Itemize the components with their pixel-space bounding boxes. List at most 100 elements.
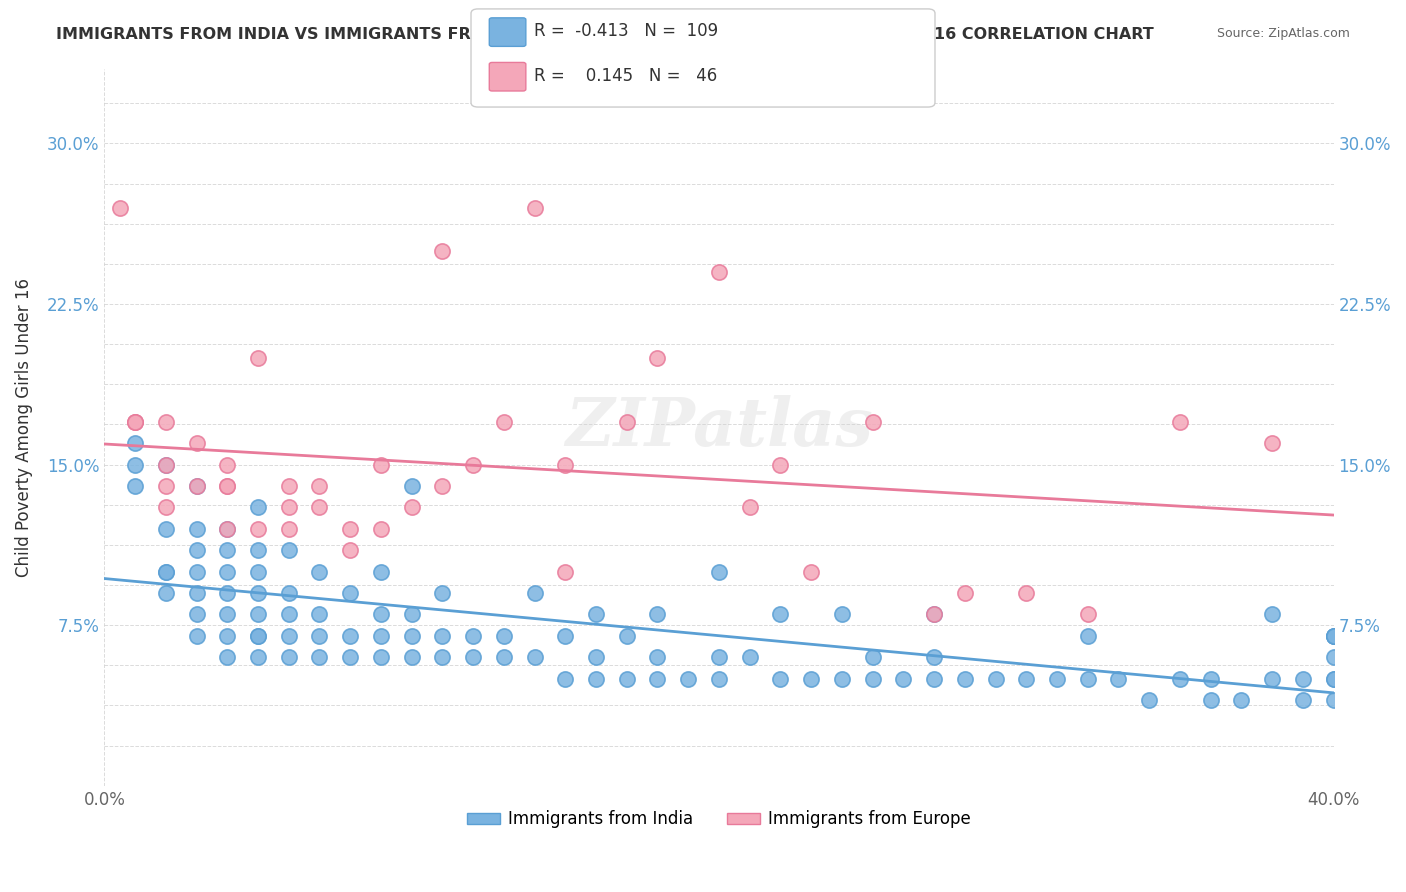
Point	[401, 629, 423, 643]
Point	[616, 629, 638, 643]
Point	[186, 479, 208, 493]
Point	[922, 650, 945, 665]
Point	[186, 586, 208, 600]
Point	[308, 629, 330, 643]
Point	[155, 415, 177, 429]
Text: R =  -0.413   N =  109: R = -0.413 N = 109	[534, 22, 718, 40]
Point	[831, 672, 853, 686]
Point	[1077, 629, 1099, 643]
Point	[217, 458, 239, 472]
Point	[616, 415, 638, 429]
Point	[277, 522, 299, 536]
Point	[217, 607, 239, 622]
Point	[432, 244, 454, 258]
Point	[308, 500, 330, 515]
Point	[155, 458, 177, 472]
Point	[1046, 672, 1069, 686]
Point	[1015, 586, 1038, 600]
Point	[1168, 672, 1191, 686]
Point	[401, 500, 423, 515]
Text: R =    0.145   N =   46: R = 0.145 N = 46	[534, 67, 717, 85]
Point	[707, 565, 730, 579]
Point	[339, 522, 361, 536]
Point	[308, 565, 330, 579]
Point	[554, 458, 576, 472]
Point	[339, 543, 361, 558]
Point	[707, 265, 730, 279]
Point	[124, 415, 146, 429]
Point	[155, 458, 177, 472]
Point	[647, 351, 669, 365]
Point	[1199, 672, 1222, 686]
Point	[523, 650, 546, 665]
Text: IMMIGRANTS FROM INDIA VS IMMIGRANTS FROM EUROPE CHILD POVERTY AMONG GIRLS UNDER : IMMIGRANTS FROM INDIA VS IMMIGRANTS FROM…	[56, 27, 1154, 42]
Point	[370, 629, 392, 643]
Point	[247, 522, 270, 536]
Point	[308, 479, 330, 493]
Point	[247, 650, 270, 665]
Point	[108, 201, 131, 215]
Point	[922, 672, 945, 686]
Text: ZIPatlas: ZIPatlas	[565, 394, 873, 459]
Point	[247, 543, 270, 558]
Point	[707, 650, 730, 665]
Point	[461, 458, 484, 472]
Point	[247, 500, 270, 515]
Point	[1322, 693, 1344, 707]
Point	[217, 650, 239, 665]
Point	[247, 629, 270, 643]
Point	[370, 458, 392, 472]
Point	[1322, 629, 1344, 643]
Point	[676, 672, 699, 686]
Point	[769, 672, 792, 686]
Point	[800, 565, 823, 579]
Point	[461, 650, 484, 665]
Y-axis label: Child Poverty Among Girls Under 16: Child Poverty Among Girls Under 16	[15, 277, 32, 576]
Point	[432, 479, 454, 493]
Point	[922, 607, 945, 622]
Point	[554, 629, 576, 643]
Point	[124, 436, 146, 450]
Point	[217, 522, 239, 536]
Point	[1261, 607, 1284, 622]
Point	[523, 201, 546, 215]
Point	[1322, 650, 1344, 665]
Point	[155, 522, 177, 536]
Point	[308, 607, 330, 622]
Point	[186, 607, 208, 622]
Point	[647, 650, 669, 665]
Point	[277, 586, 299, 600]
Point	[432, 629, 454, 643]
Point	[277, 543, 299, 558]
Point	[186, 436, 208, 450]
Point	[277, 479, 299, 493]
Point	[492, 415, 515, 429]
Point	[953, 672, 976, 686]
Point	[401, 650, 423, 665]
Point	[1137, 693, 1160, 707]
Point	[862, 650, 884, 665]
Point	[339, 586, 361, 600]
Point	[401, 607, 423, 622]
Point	[217, 522, 239, 536]
Point	[155, 586, 177, 600]
Point	[339, 650, 361, 665]
Point	[155, 500, 177, 515]
Point	[339, 629, 361, 643]
Point	[155, 565, 177, 579]
Point	[247, 629, 270, 643]
Point	[523, 586, 546, 600]
Point	[616, 672, 638, 686]
Point	[124, 458, 146, 472]
Point	[1230, 693, 1253, 707]
Point	[155, 479, 177, 493]
Point	[1168, 415, 1191, 429]
Point	[769, 607, 792, 622]
Point	[308, 650, 330, 665]
Point	[891, 672, 914, 686]
Point	[738, 500, 761, 515]
Point	[953, 586, 976, 600]
Point	[217, 565, 239, 579]
Point	[370, 607, 392, 622]
Point	[186, 629, 208, 643]
